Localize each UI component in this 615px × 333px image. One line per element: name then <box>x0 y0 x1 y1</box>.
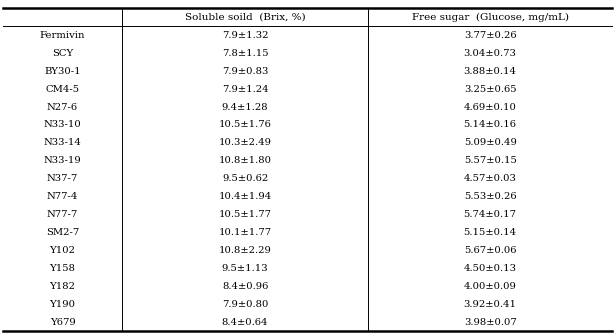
Text: N33-10: N33-10 <box>44 121 81 130</box>
Text: 10.4±1.94: 10.4±1.94 <box>218 192 272 201</box>
Text: 4.50±0.13: 4.50±0.13 <box>464 264 517 273</box>
Text: 3.77±0.26: 3.77±0.26 <box>464 31 517 40</box>
Text: 8.4±0.96: 8.4±0.96 <box>222 282 268 291</box>
Text: 9.5±1.13: 9.5±1.13 <box>222 264 268 273</box>
Text: 4.69±0.10: 4.69±0.10 <box>464 103 517 112</box>
Text: 3.88±0.14: 3.88±0.14 <box>464 67 517 76</box>
Text: 5.15±0.14: 5.15±0.14 <box>464 228 517 237</box>
Text: CM4-5: CM4-5 <box>46 85 79 94</box>
Text: 8.4±0.64: 8.4±0.64 <box>222 318 268 327</box>
Text: 7.9±0.83: 7.9±0.83 <box>222 67 268 76</box>
Text: Y102: Y102 <box>49 246 76 255</box>
Text: 3.92±0.41: 3.92±0.41 <box>464 300 517 309</box>
Text: Y158: Y158 <box>49 264 76 273</box>
Text: Y190: Y190 <box>49 300 76 309</box>
Text: BY30-1: BY30-1 <box>44 67 81 76</box>
Text: 4.57±0.03: 4.57±0.03 <box>464 174 517 183</box>
Text: 7.9±1.32: 7.9±1.32 <box>222 31 268 40</box>
Text: 3.04±0.73: 3.04±0.73 <box>464 49 517 58</box>
Text: Y182: Y182 <box>49 282 76 291</box>
Text: 5.74±0.17: 5.74±0.17 <box>464 210 517 219</box>
Text: 7.8±1.15: 7.8±1.15 <box>222 49 268 58</box>
Text: 10.3±2.49: 10.3±2.49 <box>218 139 272 148</box>
Text: 5.14±0.16: 5.14±0.16 <box>464 121 517 130</box>
Text: 5.67±0.06: 5.67±0.06 <box>464 246 517 255</box>
Text: 10.8±2.29: 10.8±2.29 <box>219 246 272 255</box>
Text: 10.5±1.76: 10.5±1.76 <box>219 121 272 130</box>
Text: Y679: Y679 <box>50 318 75 327</box>
Text: N37-7: N37-7 <box>47 174 78 183</box>
Text: 9.5±0.62: 9.5±0.62 <box>222 174 268 183</box>
Text: 3.98±0.07: 3.98±0.07 <box>464 318 517 327</box>
Text: 7.9±1.24: 7.9±1.24 <box>222 85 268 94</box>
Text: 10.1±1.77: 10.1±1.77 <box>218 228 272 237</box>
Text: 4.00±0.09: 4.00±0.09 <box>464 282 517 291</box>
Text: 7.9±0.80: 7.9±0.80 <box>222 300 268 309</box>
Text: Fermivin: Fermivin <box>40 31 85 40</box>
Text: 9.4±1.28: 9.4±1.28 <box>222 103 268 112</box>
Text: N33-14: N33-14 <box>44 139 81 148</box>
Text: 5.57±0.15: 5.57±0.15 <box>464 157 517 166</box>
Text: N77-7: N77-7 <box>47 210 78 219</box>
Text: Soluble soild  (Brix, %): Soluble soild (Brix, %) <box>184 13 306 22</box>
Text: 10.5±1.77: 10.5±1.77 <box>218 210 272 219</box>
Text: N77-4: N77-4 <box>47 192 78 201</box>
Text: SCY: SCY <box>52 49 73 58</box>
Text: Free sugar  (Glucose, mg/mL): Free sugar (Glucose, mg/mL) <box>411 13 569 22</box>
Text: 5.53±0.26: 5.53±0.26 <box>464 192 517 201</box>
Text: SM2-7: SM2-7 <box>46 228 79 237</box>
Text: N27-6: N27-6 <box>47 103 78 112</box>
Text: N33-19: N33-19 <box>44 157 81 166</box>
Text: 3.25±0.65: 3.25±0.65 <box>464 85 517 94</box>
Text: 10.8±1.80: 10.8±1.80 <box>218 157 272 166</box>
Text: 5.09±0.49: 5.09±0.49 <box>464 139 517 148</box>
